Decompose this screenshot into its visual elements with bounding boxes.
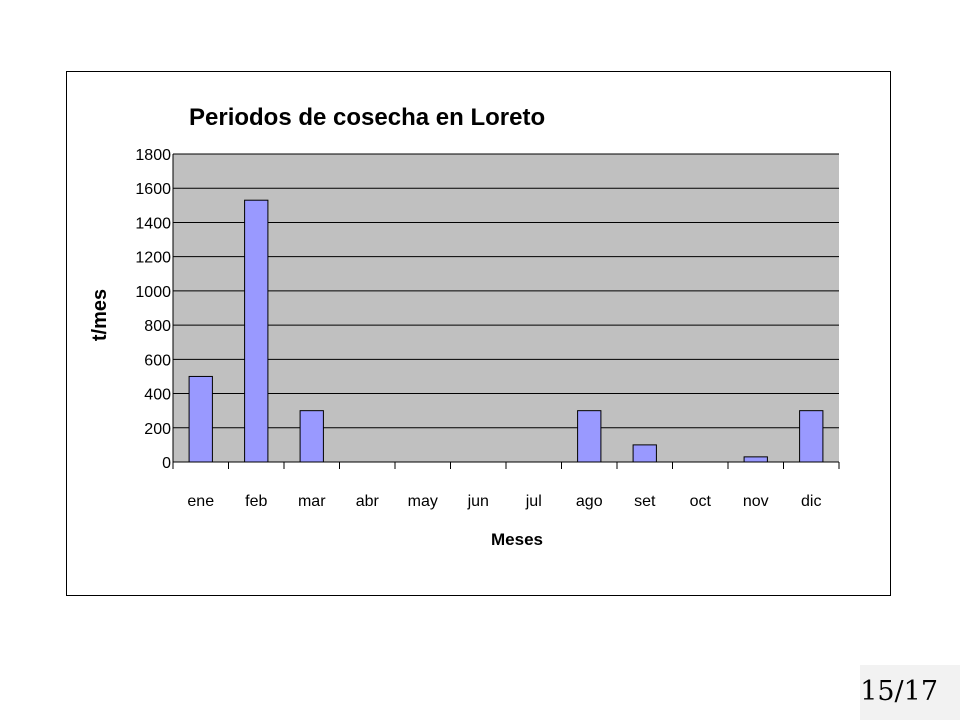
x-tick-label: nov [743,493,769,510]
x-tick-label: dic [801,493,821,510]
x-tick-labels: ene feb mar abr may jun jul ago set oct nov dic [187,493,821,510]
bar-chart: 0 200 400 600 800 1000 1200 1400 1600 1800 ene feb… [89,104,840,549]
y-tick-label: 1800 [135,147,171,164]
bar-feb [244,199,269,463]
x-tick-label: oct [690,493,712,510]
y-tick-label: 200 [144,421,171,438]
y-tick-label: 0 [162,455,171,472]
page-number-badge: 15/17 [860,665,960,720]
x-tick-label: mar [298,493,326,510]
bar-ago [577,410,602,463]
x-tick-label: jun [467,493,489,510]
x-tick-label: abr [356,493,380,510]
bars [188,199,824,463]
bar-ene [188,375,213,463]
y-tick-label: 1000 [135,284,171,301]
plot-area [173,154,839,462]
x-tick-label: may [408,493,438,510]
chart-frame: 0 200 400 600 800 1000 1200 1400 1600 1800 ene feb… [66,71,891,596]
x-axis-label: Meses [491,530,543,549]
y-tick-label: 800 [144,318,171,335]
chart-title: Periodos de cosecha en Loreto [189,104,545,131]
y-axis-label: t/mes [89,289,111,341]
bar-set [632,444,657,463]
y-tick-label: 1200 [135,250,171,267]
x-tick-label: ago [576,493,603,510]
y-tick-label: 1600 [135,181,171,198]
page-number: 15/17 [860,676,938,707]
gridlines [173,153,839,463]
axes [172,154,840,469]
x-tick-label: ene [187,493,214,510]
x-tick-label: set [634,493,656,510]
y-tick-labels: 0 200 400 600 800 1000 1200 1400 1600 1800 [135,147,171,472]
x-tick-label: jul [525,493,542,510]
y-tick-label: 600 [144,352,171,369]
y-tick-label: 1400 [135,215,171,232]
y-tick-label: 400 [144,387,171,404]
bar-nov [743,456,768,463]
bar-mar [299,410,324,463]
x-tick-label: feb [245,493,267,510]
bar-dic [799,410,824,463]
